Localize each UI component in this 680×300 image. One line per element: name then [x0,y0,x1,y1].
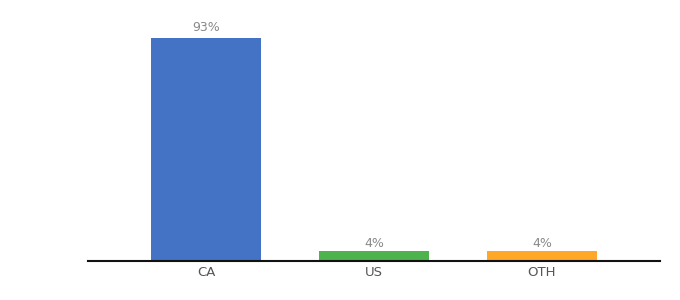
Bar [488,251,596,261]
Text: 93%: 93% [192,21,220,34]
Text: 4%: 4% [364,237,384,250]
Bar [152,38,260,261]
Text: 4%: 4% [532,237,552,250]
Bar [320,251,428,261]
